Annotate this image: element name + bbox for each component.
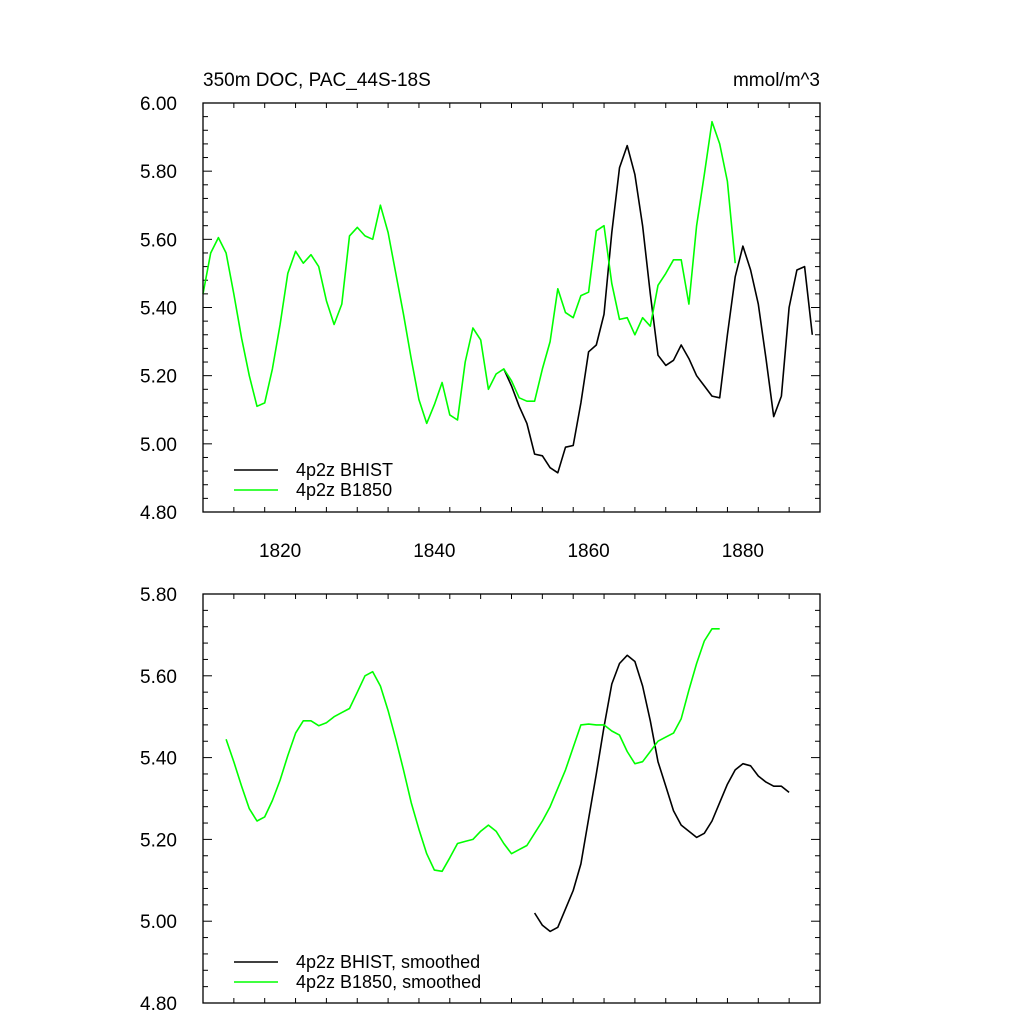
legend-label-bhist-smoothed: 4p2z BHIST, smoothed (296, 952, 480, 972)
y-tick-label: 5.40 (140, 299, 177, 320)
x-tick-label: 1880 (722, 541, 764, 562)
y-tick-label: 5.40 (140, 749, 177, 770)
top-legend: 4p2z BHIST 4p2z B1850 (234, 460, 393, 500)
bottom-legend: 4p2z BHIST, smoothed 4p2z B1850, smoothe… (234, 952, 481, 992)
bottom-axis-ticks: 4.80 5.00 5.20 5.40 5.60 5.80 (140, 585, 820, 1015)
bottom-series-line-4p2z-b1850-smoothed (225, 627, 720, 873)
y-tick-label: 6.00 (140, 94, 177, 115)
top-series-line-4p2z-bhist (503, 144, 814, 474)
x-tick-label: 1840 (413, 541, 455, 562)
y-tick-label: 5.80 (140, 162, 177, 183)
y-tick-label: 4.80 (140, 994, 177, 1015)
x-tick-label: 1820 (259, 541, 301, 562)
legend-label-b1850: 4p2z B1850 (296, 480, 392, 500)
legend-label-b1850-smoothed: 4p2z B1850, smoothed (296, 972, 481, 992)
y-tick-label: 5.20 (140, 830, 177, 851)
top-plot-frame (202, 102, 821, 513)
y-tick-label: 5.60 (140, 230, 177, 251)
y-tick-label: 4.80 (140, 503, 177, 524)
y-tick-label: 5.60 (140, 667, 177, 688)
y-tick-label: 5.00 (140, 912, 177, 933)
bottom-series-group (225, 627, 790, 933)
chart-units-label: mmol/m^3 (733, 70, 820, 91)
y-tick-label: 5.80 (140, 585, 177, 606)
y-tick-label: 5.00 (140, 435, 177, 456)
bottom-panel: 4.80 5.00 5.20 5.40 5.60 5.80 4p2z BHIST, smo… (140, 585, 821, 1015)
top-panel: 350m DOC, PAC_44S-18S mmol/m^3 1820 1840 1… (140, 70, 821, 562)
top-series-line-4p2z-b1850 (202, 120, 736, 425)
bottom-plot-frame (202, 593, 821, 1004)
top-series-group (202, 120, 814, 474)
x-tick-label: 1860 (567, 541, 609, 562)
y-tick-label: 5.20 (140, 367, 177, 388)
top-axis-ticks: 1820 1840 1860 1880 4.80 5.00 5.20 5.40 5.60 5.80… (140, 94, 820, 562)
chart-title-left: 350m DOC, PAC_44S-18S (203, 70, 431, 91)
legend-label-bhist: 4p2z BHIST (296, 460, 393, 480)
bottom-series-line-4p2z-bhist-smoothed (533, 654, 790, 933)
